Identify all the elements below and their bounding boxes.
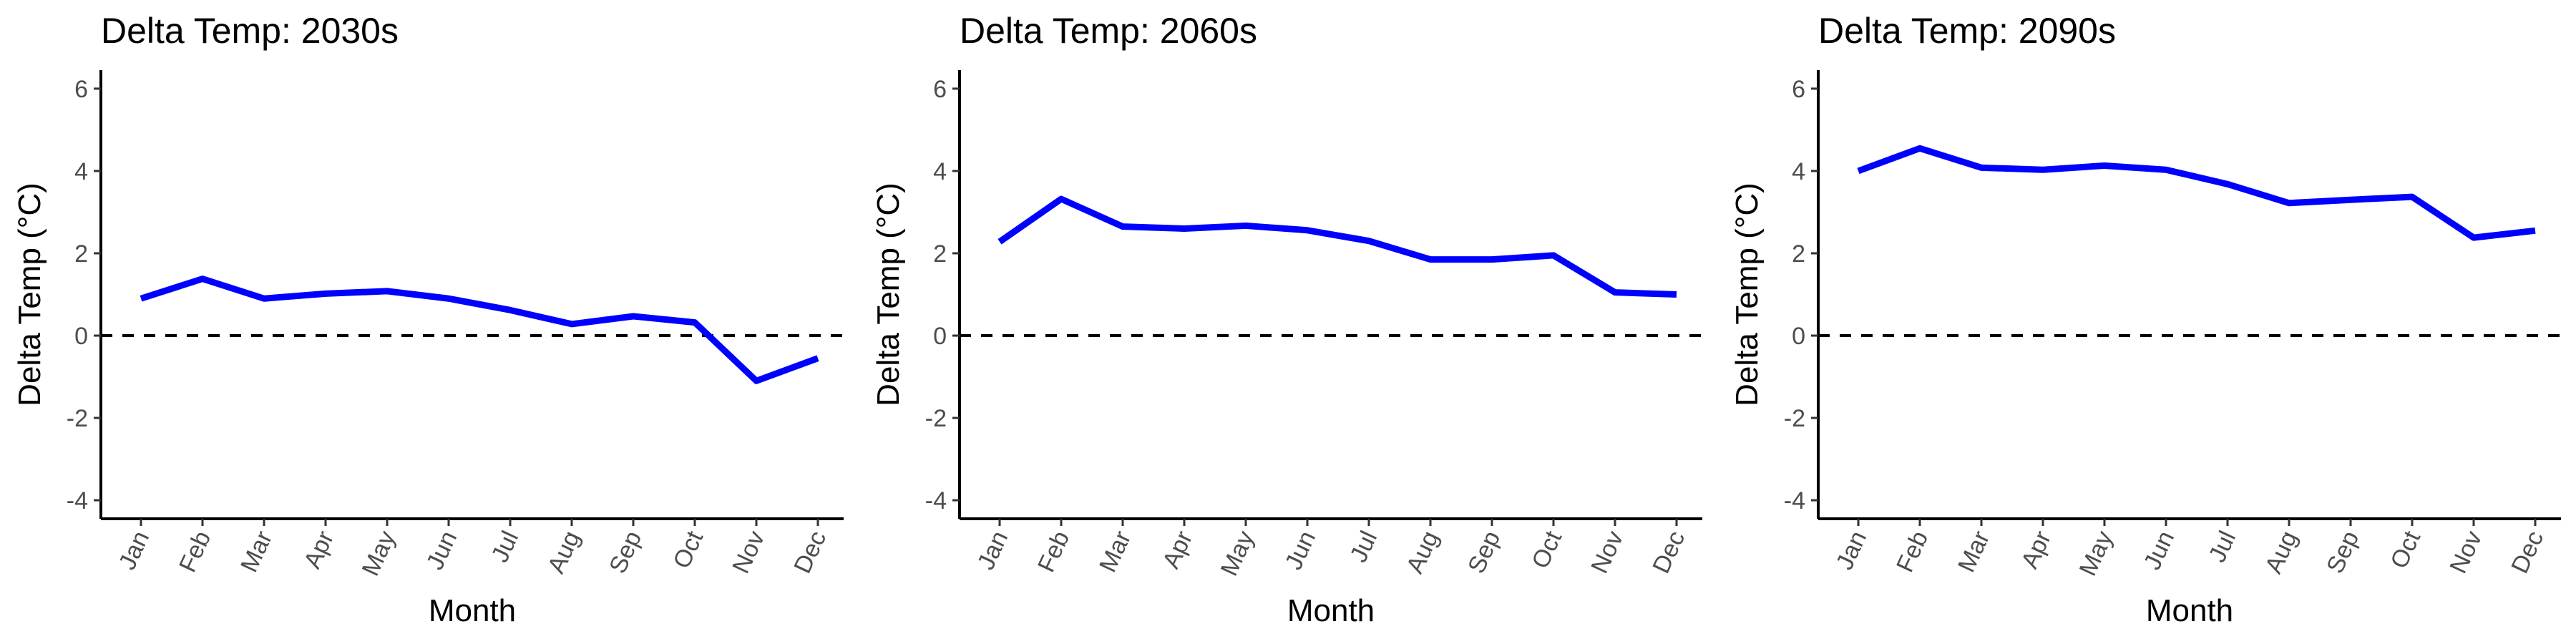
x-axis-title: Month [2146, 593, 2233, 628]
x-tick-label: Feb [174, 527, 216, 576]
y-axis-title: Delta Temp (°C) [12, 182, 47, 406]
x-axis-title: Month [1287, 593, 1375, 628]
x-tick-label: Mar [1094, 527, 1136, 576]
y-tick-label: -4 [67, 487, 88, 514]
x-tick-label: Jun [2139, 527, 2180, 574]
x-tick-label: Feb [1033, 527, 1075, 576]
x-tick-label: Sep [2321, 527, 2364, 577]
x-tick-label: Apr [2016, 527, 2057, 572]
x-tick-label: Nov [2444, 527, 2487, 577]
x-tick-label: Feb [1891, 527, 1933, 576]
x-tick-label: Apr [298, 527, 339, 572]
chart-panel-2: Delta Temp: 2060s -4 -2 0 2 4 6 Jan Feb Mar Apr May… [871, 11, 1702, 628]
x-tick-label: Jun [421, 527, 463, 574]
x-axis-title: Month [429, 593, 516, 628]
x-tick-label: Mar [1953, 527, 1995, 576]
series-line [140, 275, 819, 384]
y-tick-label: 4 [1792, 158, 1805, 185]
chart-title: Delta Temp: 2060s [960, 11, 1257, 51]
y-tick-label: 2 [74, 240, 88, 268]
x-tick-label: Jan [1831, 527, 1873, 574]
x-tick-label: Jul [1345, 527, 1382, 566]
x-tick-label: Jul [486, 527, 524, 566]
x-tick-label: Apr [1157, 527, 1198, 572]
y-tick-label: 0 [933, 323, 947, 350]
y-tick-label: -2 [67, 405, 88, 432]
y-tick-label: 4 [74, 158, 88, 185]
x-tick-label: May [1216, 527, 1260, 580]
x-tick-label: Aug [1401, 527, 1444, 577]
x-tick-label: Jan [114, 527, 155, 574]
y-tick-label: -2 [1784, 405, 1805, 432]
x-tick-label: Aug [2260, 527, 2303, 577]
x-tick-label: Jan [972, 527, 1014, 574]
x-tick-label: Dec [1647, 527, 1690, 577]
x-tick-label: Sep [604, 527, 647, 577]
x-tick-label: Sep [1463, 527, 1506, 577]
x-tick-label: Dec [789, 527, 831, 577]
series-line [997, 195, 1677, 298]
x-tick-label: May [357, 527, 401, 580]
x-tick-label: Mar [235, 527, 278, 576]
x-tick-label: Aug [542, 527, 585, 577]
chart-title: Delta Temp: 2030s [101, 11, 399, 51]
x-tick-label: Nov [727, 527, 770, 577]
x-tick-label: Jul [2203, 527, 2241, 566]
chart-title: Delta Temp: 2090s [1818, 11, 2116, 51]
x-tick-label: Jun [1280, 527, 1322, 574]
y-tick-label: 6 [933, 76, 947, 103]
x-tick-label: Nov [1586, 527, 1629, 577]
y-tick-label: 0 [1792, 323, 1805, 350]
y-tick-label: 6 [1792, 76, 1805, 103]
y-tick-label: 2 [933, 240, 947, 268]
y-tick-label: 0 [74, 323, 88, 350]
x-tick-label: Dec [2506, 527, 2549, 577]
series-line [1857, 145, 2536, 241]
x-tick-label: Oct [1526, 527, 1567, 572]
y-axis-title: Delta Temp (°C) [1729, 182, 1765, 406]
y-tick-label: 4 [933, 158, 947, 185]
x-tick-label: May [2074, 527, 2119, 580]
x-tick-label: Oct [668, 527, 708, 572]
chart-panel-3: Delta Temp: 2090s -4 -2 0 2 4 6 Jan Feb Mar Apr May… [1729, 11, 2561, 628]
y-axis-title: Delta Temp (°C) [871, 182, 906, 406]
y-tick-label: 6 [74, 76, 88, 103]
y-tick-label: -4 [925, 487, 947, 514]
y-tick-label: -2 [925, 405, 947, 432]
chart-panel-1: Delta Temp: 2030s -4 -2 0 2 4 6 Jan Feb Mar Apr May… [12, 11, 844, 628]
y-tick-label: 2 [1792, 240, 1805, 268]
y-tick-label: -4 [1784, 487, 1805, 514]
x-tick-label: Oct [2385, 527, 2426, 572]
